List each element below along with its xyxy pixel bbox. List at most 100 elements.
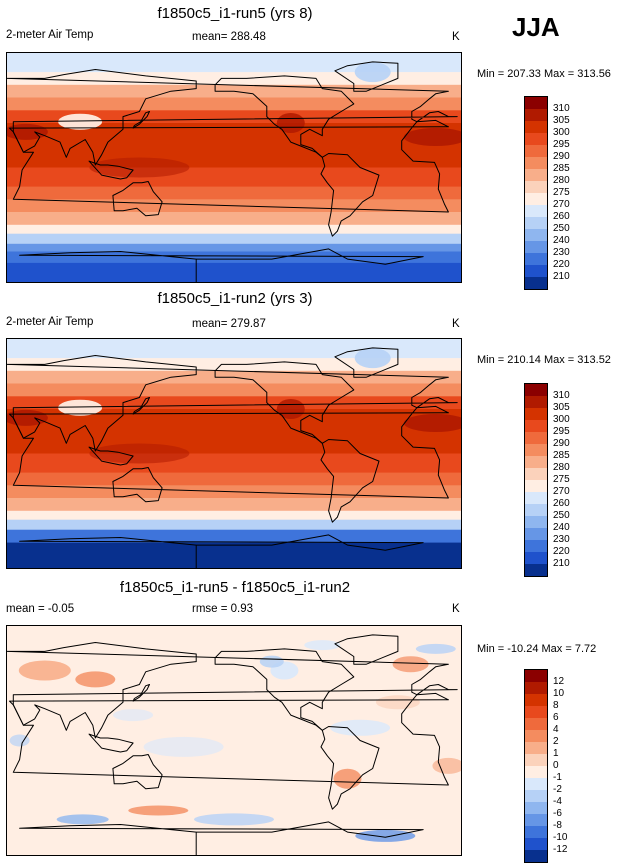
panel3-map [6,625,462,856]
colorbar-tick-label: 275 [553,187,570,198]
colorbar-swatch [525,802,547,814]
coastline-samerica [320,153,380,237]
colorbar-swatch [525,706,547,718]
field-anomaly [354,62,391,83]
colorbar-tick-label: 220 [553,259,570,270]
field-anomaly [403,414,461,432]
field-band [7,167,461,188]
field-band [7,186,461,200]
colorbar-swatch [525,492,547,504]
colorbar-swatch [525,456,547,468]
coastline-indonesia [88,733,134,753]
field-anomaly [355,829,416,842]
coastline-africa [9,405,449,499]
field-anomaly [375,695,420,710]
colorbar-tick-label: -8 [553,820,562,831]
coastline-japan [132,111,150,129]
colorbar-tick-label: 275 [553,474,570,485]
field-band [7,472,461,486]
panel1-map [6,52,462,283]
coastline-eurasia [7,642,458,739]
panel2-map [6,338,462,569]
panel1-title: f1850c5_i1-run5 (yrs 8) [157,5,313,22]
panel1-variable-label: 2-meter Air Temp [6,29,94,41]
colorbar-tick-label: 290 [553,438,570,449]
season-label: JJA [512,12,560,42]
colorbar-swatch [525,850,547,862]
coastline-antarctica [19,534,424,568]
panel1-minmax-label: Min = 207.33 Max = 313.56 [477,68,611,80]
field-band [7,243,461,252]
colorbar-tick-label: 280 [553,462,570,473]
colorbar-tick-label: 270 [553,486,570,497]
colorbar-tick-label: 295 [553,426,570,437]
field-anomaly [415,643,456,654]
field-anomaly [276,399,305,419]
coastline-australia [112,754,163,790]
panel2-units-label: K [452,318,460,330]
field-band [7,453,461,474]
field-anomaly [194,813,274,826]
colorbar-tick-label: -10 [553,832,568,843]
field-band [7,383,461,397]
field-band [7,510,461,521]
colorbar-swatch [525,97,547,109]
colorbar-tick-label: 290 [553,151,570,162]
panel3-title: f1850c5_i1-run5 - f1850c5_i1-run2 [119,579,351,596]
colorbar-swatch [525,528,547,540]
colorbar-swatch [525,253,547,265]
coastline-eurasia [7,69,458,166]
coastline-japan [132,684,150,702]
colorbar-tick-label: 260 [553,211,570,222]
colorbar-swatch [525,121,547,133]
panel1-units-label: K [452,31,460,43]
field-anomaly [333,768,362,789]
colorbar-swatch [525,420,547,432]
colorbar-swatch [525,742,547,754]
field-band [7,498,461,512]
map-canvas [7,626,461,855]
coastline-namerica [214,75,355,158]
coastline-greenland [334,347,399,378]
field-anomaly [56,814,109,825]
colorbar-swatch [525,468,547,480]
field-anomaly [89,157,190,178]
colorbar-tick-label: 280 [553,175,570,186]
panel3-mean-label: mean = -0.05 [6,603,75,615]
map-canvas [7,53,461,282]
field-band [7,224,461,235]
field-anomaly [113,709,154,722]
panel2-title: f1850c5_i1-run2 (yrs 3) [157,290,313,307]
colorbar-tick-label: 240 [553,522,570,533]
colorbar-swatch [525,157,547,169]
colorbar-swatch [525,694,547,706]
colorbar-tick-label: -12 [553,844,568,855]
panel2-minmax-label: Min = 210.14 Max = 313.52 [477,354,611,366]
colorbar-swatch [525,480,547,492]
colorbar-tick-label: 310 [553,390,570,401]
coastline-africa [9,692,449,786]
colorbar-swatch [525,516,547,528]
colorbar-tick-label: 270 [553,199,570,210]
colorbar-swatch [525,540,547,552]
colorbar-tick-label: -2 [553,784,562,795]
colorbar-swatch [525,193,547,205]
colorbar-tick-label: 310 [553,103,570,114]
colorbar-tick-label: 2 [553,736,559,747]
colorbar-tick-label: 10 [553,688,565,699]
colorbar-tick-label: 12 [553,676,565,687]
colorbar-swatch [525,408,547,420]
panel3-minmax-label: Min = -10.24 Max = 7.72 [477,643,597,655]
colorbar-swatch [525,730,547,742]
colorbar-tick-label: 230 [553,534,570,545]
colorbar-tick-label: 250 [553,223,570,234]
field-band [7,251,461,264]
colorbar-tick-label: -4 [553,796,562,807]
colorbar-swatch [525,169,547,181]
field-band [7,542,461,568]
colorbar-swatch [525,444,547,456]
colorbar-swatch [525,181,547,193]
colorbar-tick-label: 260 [553,498,570,509]
field-band [7,529,461,543]
panel2-variable-label: 2-meter Air Temp [6,316,94,328]
